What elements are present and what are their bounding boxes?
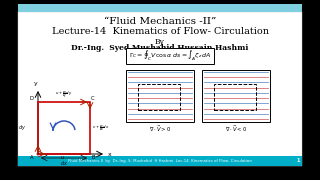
Bar <box>18 12 302 166</box>
Text: Lecture-14  Kinematics of Flow- Circulation: Lecture-14 Kinematics of Flow- Circulati… <box>52 28 268 37</box>
Text: 1: 1 <box>297 159 300 163</box>
Text: Dr.-Ing.  Syed Mushahid Hussain Hashmi: Dr.-Ing. Syed Mushahid Hussain Hashmi <box>71 44 249 52</box>
Text: $\nabla \cdot \vec{V} < 0$: $\nabla \cdot \vec{V} < 0$ <box>225 125 247 134</box>
Text: $u+\frac{\partial u}{\partial y}dy$: $u+\frac{\partial u}{\partial y}dy$ <box>55 89 73 100</box>
Bar <box>18 156 302 166</box>
Bar <box>126 48 214 64</box>
Text: $\Gamma_C = \oint_C V\cos\alpha\; ds = \int_A \zeta_z\, dA$: $\Gamma_C = \oint_C V\cos\alpha\; ds = \… <box>129 49 211 63</box>
Text: B: B <box>91 155 95 160</box>
Text: u: u <box>60 155 64 160</box>
Text: $v+\frac{\partial v}{\partial x}dx$: $v+\frac{\partial v}{\partial x}dx$ <box>92 123 109 133</box>
Text: $\nabla \cdot \vec{V} > 0$: $\nabla \cdot \vec{V} > 0$ <box>149 125 171 134</box>
Text: D: D <box>30 96 34 101</box>
Text: y: y <box>34 81 38 86</box>
Text: A: A <box>30 155 34 160</box>
Text: $dx$: $dx$ <box>60 159 68 167</box>
Text: x: x <box>108 152 112 156</box>
Bar <box>202 70 270 122</box>
Bar <box>138 84 180 110</box>
Text: C: C <box>91 96 95 101</box>
Bar <box>214 84 256 110</box>
Bar <box>126 70 194 122</box>
Text: $dy$: $dy$ <box>18 123 26 132</box>
Text: Fluid Mechanics-II  by  Dr.-Ing. S. Mushahid  H Hashmi  Lec-14  Kinematics of Fl: Fluid Mechanics-II by Dr.-Ing. S. Mushah… <box>68 159 252 163</box>
Bar <box>38 102 90 154</box>
Text: By: By <box>155 38 165 46</box>
Text: “Fluid Mechanics -II”: “Fluid Mechanics -II” <box>104 17 216 26</box>
Bar <box>18 4 302 12</box>
